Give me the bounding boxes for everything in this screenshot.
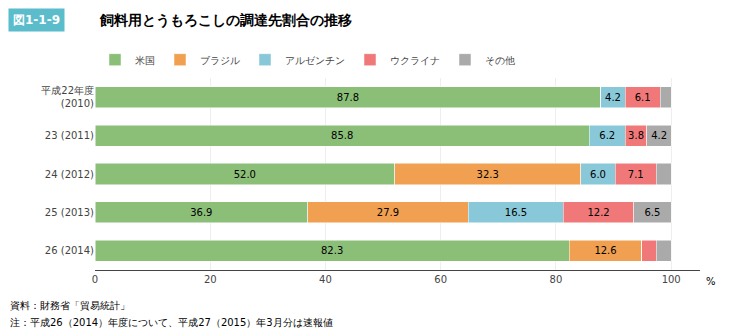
svg-text:20: 20: [204, 274, 217, 285]
svg-text:85.8: 85.8: [331, 130, 353, 141]
svg-text:6.5: 6.5: [645, 207, 661, 218]
svg-text:26 (2014): 26 (2014): [45, 245, 94, 256]
svg-text:12.6: 12.6: [594, 245, 616, 256]
svg-text:6.2: 6.2: [599, 130, 615, 141]
svg-text:23 (2011): 23 (2011): [45, 130, 94, 141]
svg-text:87.8: 87.8: [337, 92, 359, 103]
svg-text:24 (2012): 24 (2012): [45, 169, 94, 180]
svg-text:4.2: 4.2: [651, 130, 667, 141]
svg-text:80: 80: [550, 274, 563, 285]
svg-text:アルゼンチン: アルゼンチン: [285, 55, 345, 66]
svg-text:注：平成26（2014）年度について、平成27（2015）年: 注：平成26（2014）年度について、平成27（2015）年3月分は速報値: [10, 317, 333, 328]
svg-text:%: %: [706, 276, 716, 287]
svg-text:25 (2013): 25 (2013): [45, 207, 94, 218]
svg-text:4.2: 4.2: [605, 92, 621, 103]
svg-text:0: 0: [92, 274, 98, 285]
svg-text:ブラジル: ブラジル: [200, 55, 240, 66]
svg-text:60: 60: [434, 274, 447, 285]
svg-text:飼料用とうもろこしの調達先割合の推移: 飼料用とうもろこしの調達先割合の推移: [99, 12, 352, 29]
svg-text:3.8: 3.8: [628, 130, 644, 141]
svg-text:6.1: 6.1: [635, 92, 651, 103]
svg-text:その他: その他: [485, 55, 515, 66]
svg-text:12.2: 12.2: [587, 207, 609, 218]
svg-text:資料：財務省「貿易統計」: 資料：財務省「貿易統計」: [10, 300, 130, 311]
svg-text:36.9: 36.9: [190, 207, 212, 218]
svg-text:100: 100: [662, 274, 681, 285]
svg-text:27.9: 27.9: [377, 207, 399, 218]
svg-text:32.3: 32.3: [477, 169, 499, 180]
svg-text:米国: 米国: [135, 55, 155, 66]
svg-text:平成22年度(2010): 平成22年度(2010): [41, 85, 94, 109]
svg-text:82.3: 82.3: [321, 245, 343, 256]
svg-text:40: 40: [319, 274, 332, 285]
svg-text:16.5: 16.5: [505, 207, 527, 218]
svg-text:6.0: 6.0: [590, 169, 606, 180]
svg-text:図1-1-9: 図1-1-9: [13, 13, 60, 27]
svg-text:ウクライナ: ウクライナ: [390, 55, 440, 66]
svg-text:52.0: 52.0: [234, 169, 256, 180]
svg-text:7.1: 7.1: [628, 169, 644, 180]
